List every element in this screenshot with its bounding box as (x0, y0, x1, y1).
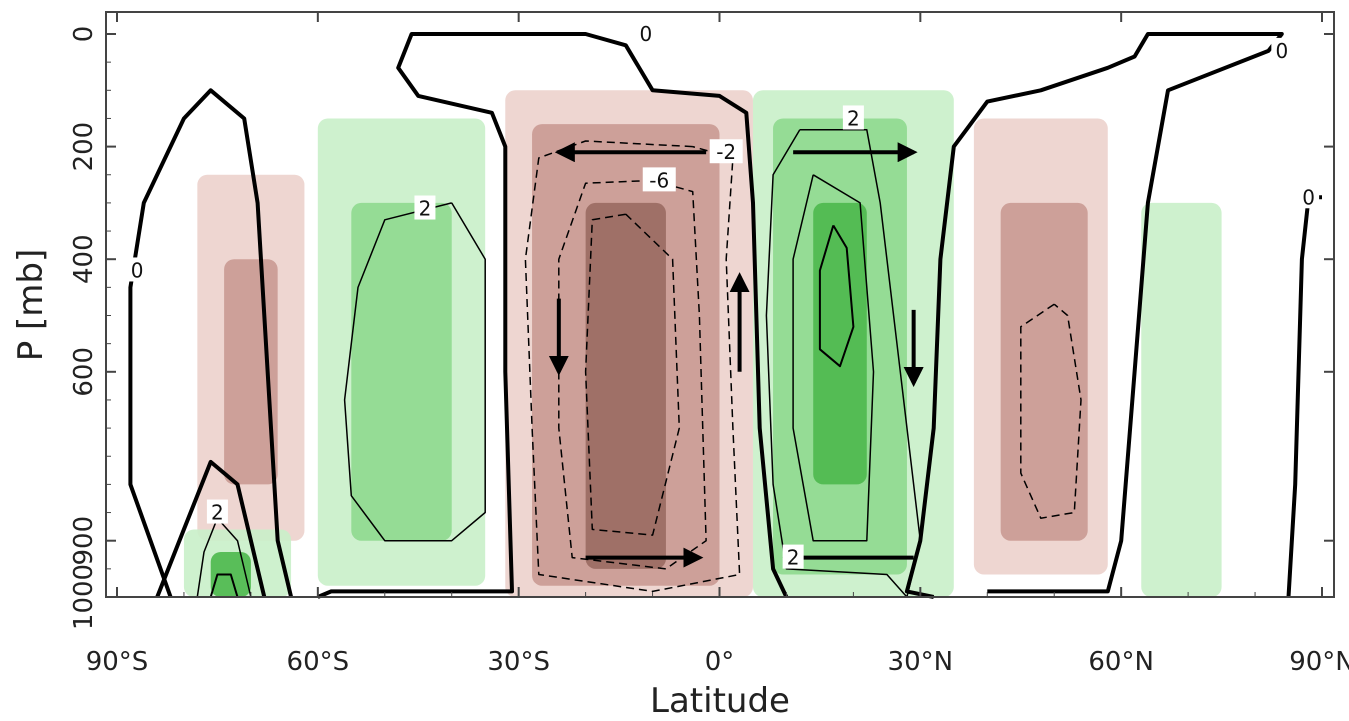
x-tick-label: 60°N (1088, 647, 1154, 677)
zero-contour-nh-polar (1286, 195, 1322, 598)
y-tick-label: 900 (69, 516, 99, 566)
zero-contour-sh-polar (128, 88, 294, 598)
contour-label: 0 (639, 22, 652, 46)
y-tick-label: 0 (69, 26, 99, 43)
zero-contour-nh-midlatitudes (904, 32, 1284, 599)
contour-label: 2 (211, 501, 224, 525)
contour-labels-layer: 0 0 0 0 2 2 2 2 -2 -6 (126, 21, 1320, 570)
x-axis-title: Latitude (650, 681, 790, 721)
contour-label: 2 (419, 197, 432, 221)
contour-label-background (206, 499, 228, 524)
x-tick-label: 30°S (487, 647, 550, 677)
y-tick-label: 400 (69, 234, 99, 284)
shaded-cell-negative (1000, 202, 1088, 541)
circulation-arrows-layer (548, 142, 924, 568)
x-tick-label: 60°S (287, 647, 350, 677)
contour-label-background (842, 105, 864, 130)
contour-label-background (635, 21, 657, 45)
contour-label-background (642, 167, 676, 192)
contour-minus10-hadley (584, 213, 681, 536)
contour-4-sh-polar (209, 573, 239, 598)
x-tick-label: 30°N (888, 647, 954, 677)
y-tick-label: 200 (69, 122, 99, 172)
contour-label: 2 (787, 546, 800, 570)
contour-label-background (1298, 184, 1320, 209)
contour-2-sh-ferrel (343, 202, 486, 542)
contour-label-background (1271, 37, 1293, 62)
shaded-cell-positive (813, 202, 867, 485)
zero-contour-sh-surface (155, 459, 267, 598)
contour-minus2-nh-ferrel (1020, 303, 1082, 519)
shaded-cells-layer (183, 90, 1222, 598)
x-tick-label: 90°N (1289, 647, 1349, 677)
contour-label: 0 (131, 258, 144, 282)
contour-minus2-hadley (524, 140, 741, 593)
ticks-layer: 90°S 60°S 30°S 0° 30°N 60°N 90°N02004006009001… (69, 12, 1349, 677)
contour-label-background (126, 257, 148, 282)
contour-label-background (709, 139, 743, 164)
contour-6-nh-hadley (792, 174, 875, 542)
y-tick-label: 600 (69, 347, 99, 397)
x-tick-label: 0° (705, 647, 735, 677)
y-tick-label: 1000 (69, 564, 99, 630)
zero-contour-sh-subtropics (317, 32, 789, 599)
contour-minus6-hadley (558, 179, 707, 570)
contour-label: 2 (847, 106, 860, 130)
contour-label: 0 (1302, 185, 1315, 209)
shaded-cell-positive (351, 202, 452, 541)
contour-10-nh-hadley (818, 224, 855, 368)
contour-label: -2 (716, 140, 736, 164)
shaded-cell-negative (585, 202, 666, 569)
y-axis-title: P [mb] (11, 249, 51, 362)
x-tick-label: 90°S (86, 647, 149, 677)
contour-label: 0 (1275, 39, 1288, 63)
contour-2-nh-hadley (765, 128, 922, 598)
contour-label-background (782, 544, 804, 569)
contour-label-background (414, 195, 436, 220)
contour-label: -6 (649, 168, 669, 192)
shaded-cell-positive (1141, 202, 1222, 597)
